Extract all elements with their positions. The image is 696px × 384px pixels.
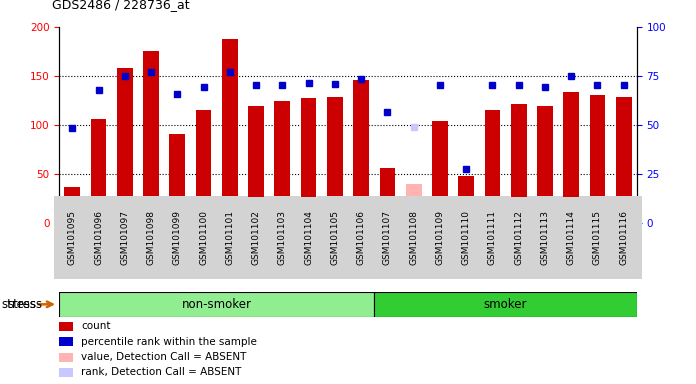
Text: GSM101101: GSM101101	[226, 210, 235, 265]
Bar	[196, 110, 212, 223]
Bar	[117, 68, 133, 223]
Text: GSM101098: GSM101098	[147, 210, 156, 265]
Bar	[169, 134, 185, 223]
Text: GDS2486 / 228736_at: GDS2486 / 228736_at	[52, 0, 190, 12]
Text: GSM101108: GSM101108	[409, 210, 418, 265]
Text: GSM101113: GSM101113	[540, 210, 549, 265]
Bar	[59, 368, 73, 377]
Text: GSM101115: GSM101115	[593, 210, 602, 265]
Text: GSM101116: GSM101116	[619, 210, 628, 265]
Text: GSM101110: GSM101110	[461, 210, 470, 265]
Bar	[59, 337, 73, 346]
Bar	[432, 121, 448, 223]
Text: GSM101099: GSM101099	[173, 210, 182, 265]
Bar	[537, 106, 553, 223]
Bar	[90, 119, 106, 223]
Text: GSM101107: GSM101107	[383, 210, 392, 265]
Bar	[590, 95, 606, 223]
Bar	[65, 187, 80, 223]
Bar	[59, 322, 73, 331]
Text: stress: stress	[7, 298, 42, 311]
Text: GSM101102: GSM101102	[251, 210, 260, 265]
Bar	[248, 106, 264, 223]
Bar	[143, 51, 159, 223]
Bar	[616, 98, 631, 223]
Bar	[327, 98, 342, 223]
Text: GSM101095: GSM101095	[68, 210, 77, 265]
Text: GSM101100: GSM101100	[199, 210, 208, 265]
Text: smoker: smoker	[484, 298, 528, 311]
Text: percentile rank within the sample: percentile rank within the sample	[81, 337, 258, 347]
Text: GSM101105: GSM101105	[331, 210, 340, 265]
Bar	[511, 104, 527, 223]
Bar	[484, 110, 500, 223]
Bar	[274, 101, 290, 223]
Text: GSM101104: GSM101104	[304, 210, 313, 265]
Text: rank, Detection Call = ABSENT: rank, Detection Call = ABSENT	[81, 367, 242, 377]
Bar	[563, 93, 579, 223]
Text: GSM101114: GSM101114	[567, 210, 576, 265]
Text: value, Detection Call = ABSENT: value, Detection Call = ABSENT	[81, 352, 247, 362]
Bar	[458, 176, 474, 223]
Bar	[374, 292, 637, 317]
Bar	[59, 292, 374, 317]
Text: GSM101109: GSM101109	[436, 210, 445, 265]
Bar	[59, 353, 73, 362]
Text: GSM101112: GSM101112	[514, 210, 523, 265]
Text: GSM101096: GSM101096	[94, 210, 103, 265]
Text: non-smoker: non-smoker	[182, 298, 252, 311]
Bar	[354, 80, 369, 223]
Text: GSM101111: GSM101111	[488, 210, 497, 265]
Bar	[406, 184, 422, 223]
Text: stress: stress	[1, 298, 36, 311]
Text: GSM101103: GSM101103	[278, 210, 287, 265]
Bar	[379, 168, 395, 223]
Bar	[222, 39, 238, 223]
Text: GSM101106: GSM101106	[356, 210, 365, 265]
Text: count: count	[81, 321, 111, 331]
Text: GSM101097: GSM101097	[120, 210, 129, 265]
Bar	[301, 98, 317, 223]
